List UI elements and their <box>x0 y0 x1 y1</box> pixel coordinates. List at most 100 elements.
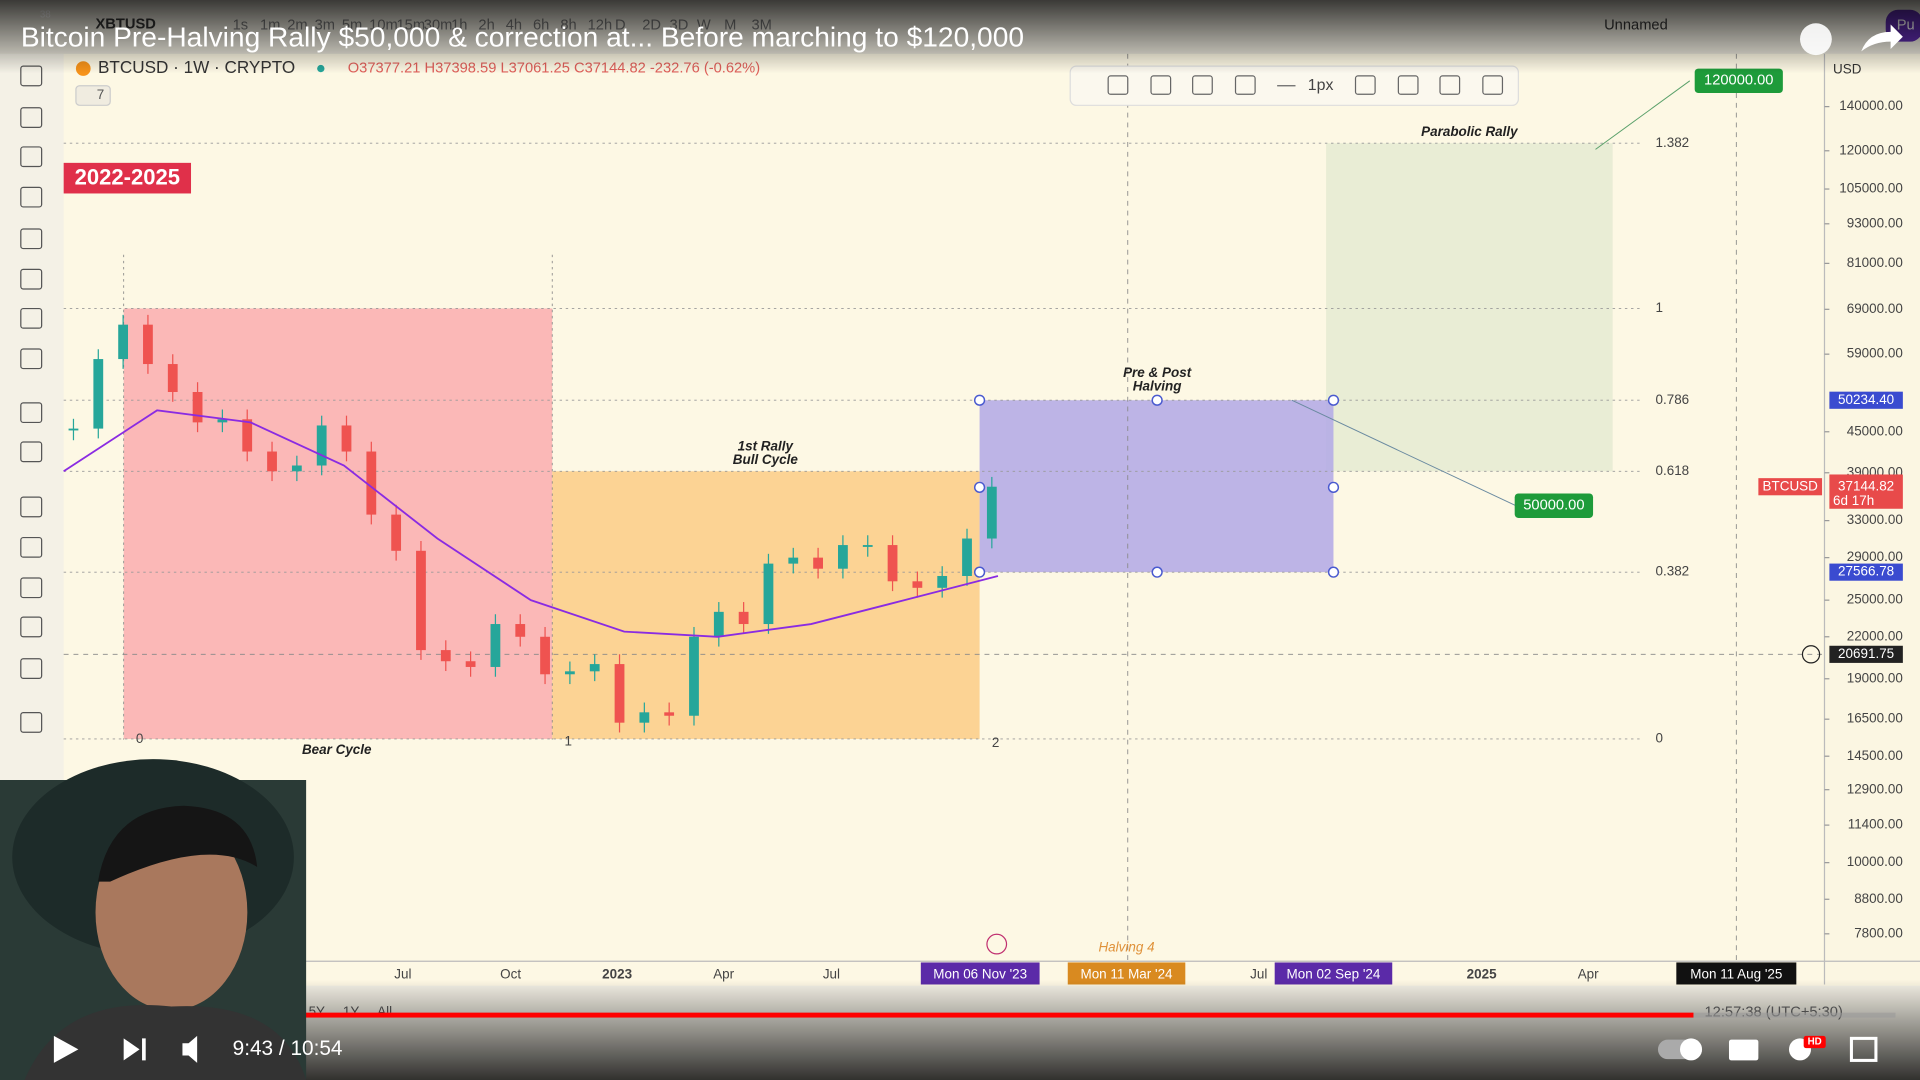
title-gradient <box>0 0 1920 74</box>
y-tick-label: 81000.00 <box>1847 255 1903 270</box>
fib-level-label: 0.382 <box>1656 564 1690 579</box>
target-label: 120000.00 <box>1704 73 1773 89</box>
candle <box>143 324 153 365</box>
captions-button[interactable] <box>1728 1039 1759 1061</box>
target-line <box>1595 80 1691 150</box>
x-tick-label: Jul <box>394 966 411 981</box>
y-tick-label: 22000.00 <box>1847 628 1903 643</box>
candle <box>813 557 823 569</box>
x-tick-label: Jul <box>1250 966 1267 981</box>
candle <box>267 451 277 472</box>
toolbar-icon[interactable] <box>1354 75 1376 95</box>
box-handle[interactable] <box>1151 394 1163 406</box>
tool-icon[interactable] <box>20 186 43 208</box>
target-line <box>1291 399 1517 507</box>
price-label-bg <box>1829 563 1903 581</box>
box-handle[interactable] <box>1327 566 1340 578</box>
tool-icon[interactable] <box>20 616 43 638</box>
y-tick-label: 120000.00 <box>1839 142 1903 157</box>
annotation-box: Pre & Post Halving <box>1123 367 1191 393</box>
box-handle[interactable] <box>1151 566 1163 578</box>
indicator-toggle[interactable] <box>75 85 111 106</box>
y-tick-label: 33000.00 <box>1847 512 1903 527</box>
tool-icon[interactable] <box>20 402 43 424</box>
y-tick-label: 11400.00 <box>1848 817 1903 832</box>
price-label-bg <box>1829 645 1903 663</box>
video-title: Bitcoin Pre-Halving Rally $50,000 & corr… <box>21 22 1024 53</box>
candle <box>639 712 650 723</box>
price-label-bg <box>1829 474 1903 509</box>
halving-zone <box>979 400 1334 573</box>
box-handle[interactable] <box>1327 481 1340 493</box>
tool-icon[interactable] <box>20 577 43 599</box>
autoplay-knob <box>1680 1038 1703 1061</box>
candle <box>217 419 228 423</box>
price-label: 37144.82 <box>1838 478 1894 493</box>
tool-icon[interactable] <box>20 441 43 463</box>
candle <box>192 392 203 423</box>
candle <box>490 624 501 667</box>
tool-icon[interactable] <box>20 307 43 329</box>
candle <box>862 545 873 547</box>
line-width[interactable]: 1px <box>1308 77 1334 94</box>
toolbar-icon[interactable] <box>1482 75 1504 95</box>
bottom-gradient <box>0 979 1920 1080</box>
tool-icon[interactable] <box>20 146 43 168</box>
watch-later[interactable] <box>1800 23 1832 56</box>
toolbar-icon[interactable] <box>1397 75 1419 95</box>
candle <box>118 324 129 360</box>
volume-button[interactable] <box>182 1035 198 1063</box>
tool-icon[interactable] <box>20 712 43 733</box>
cycle-marker: 2 <box>992 735 999 750</box>
tool-icon[interactable] <box>20 658 43 679</box>
y-tick-label: 105000.00 <box>1839 181 1903 196</box>
y-tick-label: 8800.00 <box>1854 891 1903 906</box>
webcam-shirt <box>24 1005 307 1080</box>
candle <box>664 712 675 716</box>
x-tick-label: 2025 <box>1467 966 1497 981</box>
box-handle[interactable] <box>973 394 986 406</box>
toolbar-icon[interactable] <box>1150 75 1172 95</box>
toolbar-icon[interactable] <box>1192 75 1213 95</box>
tool-icon[interactable] <box>20 228 43 250</box>
box-handle[interactable] <box>973 566 986 578</box>
candle <box>838 545 848 569</box>
progress-played[interactable] <box>24 1012 1694 1018</box>
y-tick-label: 14500.00 <box>1847 748 1903 763</box>
share-icon[interactable] <box>1861 24 1903 52</box>
x-tick-label: Jul <box>823 966 840 981</box>
tool-icon[interactable] <box>20 348 43 370</box>
moving-average <box>63 409 999 638</box>
toolbar-icon[interactable] <box>1439 75 1461 95</box>
crosshair-plus <box>1801 645 1821 664</box>
y-tick-label: 45000.00 <box>1847 423 1903 438</box>
box-handle[interactable] <box>973 481 986 493</box>
y-tick-label: 7800.00 <box>1854 925 1903 940</box>
cycle-marker: 0 <box>136 731 143 746</box>
price-label: 20691.75 <box>1838 646 1894 661</box>
x-tick-label: Apr <box>713 966 734 981</box>
candle <box>937 575 948 588</box>
tool-icon[interactable] <box>20 536 43 558</box>
toolbar-icon[interactable] <box>1234 75 1256 95</box>
price-axis-area <box>1824 53 1920 985</box>
symbol-tag-bg <box>1758 478 1823 496</box>
hd-label: HD <box>1808 1037 1822 1048</box>
box-handle[interactable] <box>1327 394 1340 406</box>
candle <box>440 650 451 662</box>
period-label-bg <box>63 162 192 194</box>
fullscreen-button[interactable] <box>1849 1036 1878 1062</box>
y-tick-label: 29000.00 <box>1847 549 1903 564</box>
candle <box>416 550 426 651</box>
tool-icon[interactable] <box>20 107 43 128</box>
candle <box>689 636 699 716</box>
next-button[interactable] <box>123 1038 146 1061</box>
target-label: 50000.00 <box>1523 498 1584 514</box>
toolbar-icon[interactable] <box>1107 75 1129 95</box>
candle <box>589 664 600 672</box>
target-badge <box>1514 493 1594 518</box>
tool-icon[interactable] <box>20 496 43 518</box>
play-button[interactable] <box>53 1035 79 1063</box>
tool-icon[interactable] <box>20 268 43 290</box>
